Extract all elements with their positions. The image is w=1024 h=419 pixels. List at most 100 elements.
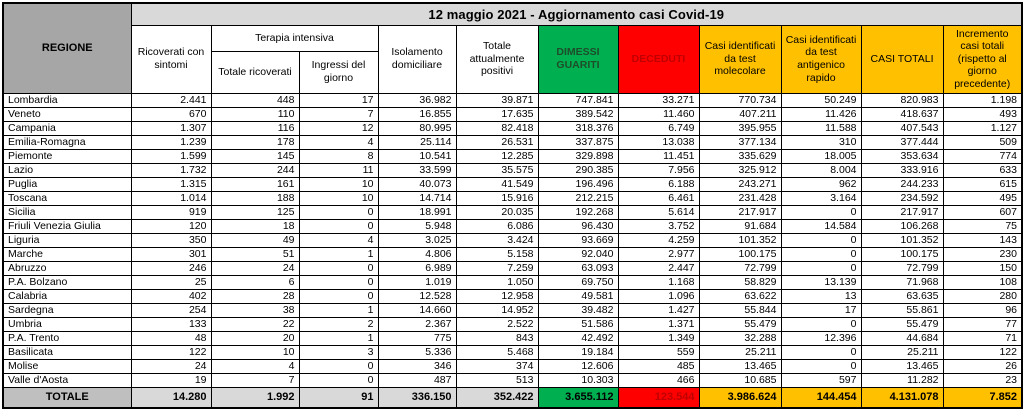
cell-ricoverati_con_sintomi: 133	[130, 316, 212, 332]
total-label: TOTALE	[2, 386, 132, 409]
cell-deceduti: 1.168	[617, 274, 700, 290]
cell-isolamento_domiciliare: 4.806	[377, 246, 457, 262]
region-cell: Friuli Venezia Giulia	[2, 218, 132, 234]
cell-casi_test_antigenico: 13.139	[780, 274, 862, 290]
cell-ti_totale_ricoverati: 49	[210, 232, 300, 248]
cell-casi_test_antigenico: 597	[780, 372, 862, 388]
cell-casi_test_molecolare: 325.912	[698, 162, 782, 178]
cell-incremento_casi: 509	[942, 134, 1023, 150]
table-row: Sardegna 254 38 1 14.660 14.952 39.482 1.427 55.…	[2, 302, 1023, 318]
column-header-totale_attualmente_positivi: Totale attualmente positivi	[455, 24, 539, 94]
cell-casi_test_antigenico: 11.588	[780, 120, 862, 136]
table-row: Puglia 1.315 161 10 40.073 41.549 196.496 6.188…	[2, 176, 1023, 192]
total-cell-ti_ingressi_del_giorno: 91	[298, 386, 379, 409]
cell-ti_ingressi_del_giorno: 1	[298, 302, 379, 318]
column-header-casi_test_antigenico: Casi identificati da test antigenico rap…	[780, 24, 862, 94]
cell-isolamento_domiciliare: 2.367	[377, 316, 457, 332]
table-row: Valle d'Aosta 19 7 0 487 513 10.303 466 10.685 59…	[2, 372, 1023, 388]
cell-casi_test_antigenico: 18.005	[780, 148, 862, 164]
region-cell: Molise	[2, 358, 132, 374]
cell-deceduti: 6.461	[617, 190, 700, 206]
cell-deceduti: 2.977	[617, 246, 700, 262]
cell-isolamento_domiciliare: 10.541	[377, 148, 457, 164]
column-header-incremento_casi: Incremento casi totali (rispetto al gior…	[942, 24, 1023, 94]
cell-totale_attualmente_positivi: 20.035	[455, 204, 539, 220]
cell-casi_test_molecolare: 407.211	[698, 106, 782, 122]
cell-ti_totale_ricoverati: 24	[210, 260, 300, 276]
cell-casi_test_antigenico: 3.164	[780, 190, 862, 206]
cell-casi_test_molecolare: 243.271	[698, 176, 782, 192]
table-row: Lombardia 2.441 448 17 36.982 39.871 747.841 33…	[2, 92, 1023, 108]
region-cell: Campania	[2, 120, 132, 136]
cell-deceduti: 6.188	[617, 176, 700, 192]
cell-dimessi_guariti: 290.385	[537, 162, 619, 178]
table-row: Lazio 1.732 244 11 33.599 35.575 290.385 7.956 3…	[2, 162, 1023, 178]
region-cell: Marche	[2, 246, 132, 262]
cell-casi_test_antigenico: 8.004	[780, 162, 862, 178]
cell-casi_test_antigenico: 0	[780, 358, 862, 374]
region-cell: Sicilia	[2, 204, 132, 220]
total-row: TOTALE 14.280 1.992 91 336.150 352.422 3.655.1…	[2, 386, 1023, 409]
cell-casi_totali: 106.268	[860, 218, 944, 234]
cell-ricoverati_con_sintomi: 1.315	[130, 176, 212, 192]
region-cell: Basilicata	[2, 344, 132, 360]
cell-ricoverati_con_sintomi: 1.599	[130, 148, 212, 164]
cell-casi_test_molecolare: 91.684	[698, 218, 782, 234]
corner-header-regione: REGIONE	[2, 2, 132, 94]
cell-casi_totali: 244.233	[860, 176, 944, 192]
table-row: Sicilia 919 125 0 18.991 20.035 192.268 5.614 21…	[2, 204, 1023, 220]
table-row: Emilia-Romagna 1.239 178 4 25.114 26.531 337.8…	[2, 134, 1023, 150]
region-cell: Piemonte	[2, 148, 132, 164]
cell-casi_totali: 418.637	[860, 106, 944, 122]
cell-ti_ingressi_del_giorno: 4	[298, 232, 379, 248]
cell-casi_test_antigenico: 0	[780, 232, 862, 248]
cell-ricoverati_con_sintomi: 2.441	[130, 92, 212, 108]
cell-ti_totale_ricoverati: 188	[210, 190, 300, 206]
table-header: REGIONE 12 maggio 2021 - Aggiornamento ca…	[2, 2, 1023, 94]
cell-incremento_casi: 96	[942, 302, 1023, 318]
cell-isolamento_domiciliare: 487	[377, 372, 457, 388]
table-row: Calabria 402 28 0 12.528 12.958 49.581 1.096 63.…	[2, 288, 1023, 304]
cell-ricoverati_con_sintomi: 19	[130, 372, 212, 388]
cell-isolamento_domiciliare: 6.989	[377, 260, 457, 276]
cell-casi_test_molecolare: 25.211	[698, 344, 782, 360]
cell-totale_attualmente_positivi: 17.635	[455, 106, 539, 122]
cell-ricoverati_con_sintomi: 1.014	[130, 190, 212, 206]
cell-deceduti: 1.096	[617, 288, 700, 304]
cell-isolamento_domiciliare: 14.714	[377, 190, 457, 206]
cell-deceduti: 1.371	[617, 316, 700, 332]
cell-incremento_casi: 150	[942, 260, 1023, 276]
table-title: 12 maggio 2021 - Aggiornamento casi Covi…	[130, 2, 1023, 26]
cell-incremento_casi: 122	[942, 344, 1023, 360]
table-row: Piemonte 1.599 145 8 10.541 12.285 329.898 11.4…	[2, 148, 1023, 164]
cell-ti_ingressi_del_giorno: 11	[298, 162, 379, 178]
region-cell: Toscana	[2, 190, 132, 206]
cell-incremento_casi: 495	[942, 190, 1023, 206]
cell-isolamento_domiciliare: 5.336	[377, 344, 457, 360]
cell-ti_totale_ricoverati: 7	[210, 372, 300, 388]
cell-incremento_casi: 615	[942, 176, 1023, 192]
cell-ti_ingressi_del_giorno: 0	[298, 218, 379, 234]
cell-casi_test_molecolare: 395.955	[698, 120, 782, 136]
cell-casi_test_molecolare: 335.629	[698, 148, 782, 164]
cell-ti_totale_ricoverati: 10	[210, 344, 300, 360]
cell-ricoverati_con_sintomi: 1.307	[130, 120, 212, 136]
cell-incremento_casi: 633	[942, 162, 1023, 178]
cell-dimessi_guariti: 337.875	[537, 134, 619, 150]
table-body: Lombardia 2.441 448 17 36.982 39.871 747.841 33…	[2, 92, 1023, 388]
cell-ti_ingressi_del_giorno: 10	[298, 176, 379, 192]
cell-totale_attualmente_positivi: 374	[455, 358, 539, 374]
cell-deceduti: 33.271	[617, 92, 700, 108]
cell-totale_attualmente_positivi: 843	[455, 330, 539, 346]
cell-casi_test_antigenico: 17	[780, 302, 862, 318]
cell-ricoverati_con_sintomi: 254	[130, 302, 212, 318]
cell-ti_totale_ricoverati: 18	[210, 218, 300, 234]
cell-casi_test_molecolare: 72.799	[698, 260, 782, 276]
cell-ti_ingressi_del_giorno: 17	[298, 92, 379, 108]
cell-dimessi_guariti: 92.040	[537, 246, 619, 262]
cell-isolamento_domiciliare: 18.991	[377, 204, 457, 220]
cell-isolamento_domiciliare: 33.599	[377, 162, 457, 178]
table-row: Basilicata 122 10 3 5.336 5.468 19.184 559 25.21…	[2, 344, 1023, 360]
total-cell-casi_test_molecolare: 3.986.624	[698, 386, 782, 409]
cell-dimessi_guariti: 63.093	[537, 260, 619, 276]
